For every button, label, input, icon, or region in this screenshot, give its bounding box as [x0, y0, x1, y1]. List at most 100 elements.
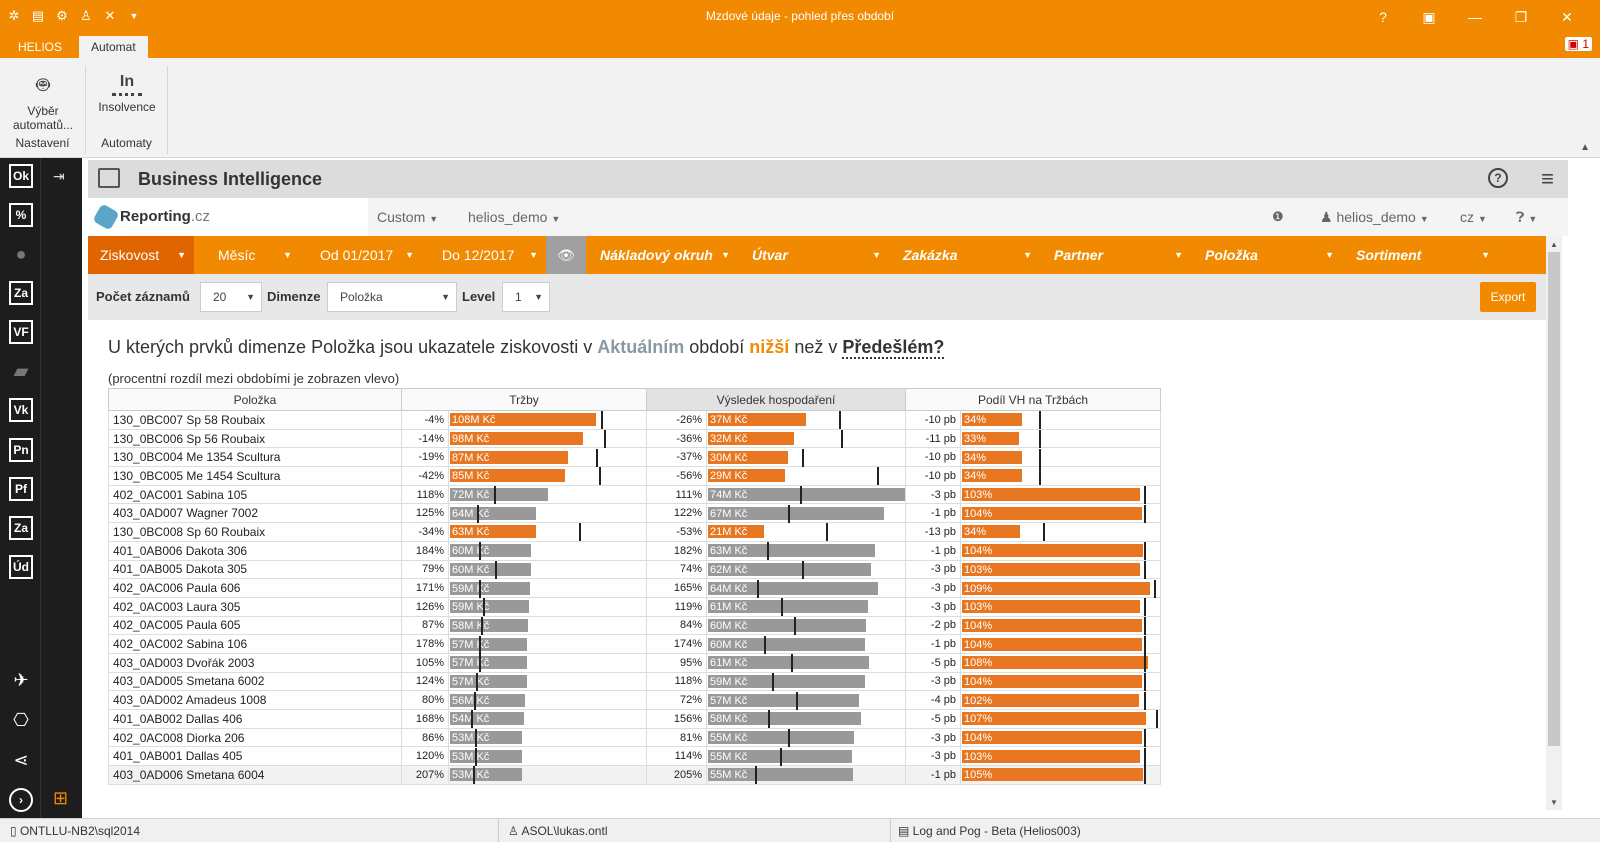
- dimenze-select[interactable]: Položka ▼: [327, 282, 457, 312]
- bar-label: 109%: [964, 582, 993, 595]
- dimension-sortiment[interactable]: Sortiment ▼: [1342, 236, 1498, 274]
- chevron-down-icon[interactable]: ▼: [129, 11, 139, 21]
- table-row[interactable]: 403_0AD002 Amadeus 1008 80% 56M Kč 72% 57M K…: [108, 690, 1161, 710]
- scroll-down-icon[interactable]: ▼: [1550, 798, 1558, 807]
- custom-dropdown[interactable]: Custom ▼: [377, 209, 439, 225]
- dimension-nakladovy-okruh[interactable]: Nákladový okruh ▼: [586, 236, 738, 274]
- row-change-pct: -10 pb: [905, 466, 961, 486]
- scroll-up-icon[interactable]: ▲: [1550, 240, 1558, 249]
- gear-icon[interactable]: ⚙: [56, 8, 68, 23]
- previous-period-marker: [764, 635, 766, 654]
- plane-icon[interactable]: ✈: [13, 670, 29, 690]
- dimension-partner[interactable]: Partner ▼: [1040, 236, 1191, 274]
- sidebar-item-pn[interactable]: Pn: [9, 438, 33, 462]
- reporting-logo[interactable]: Reporting.cz: [88, 198, 368, 236]
- table-row[interactable]: 401_0AB005 Dakota 305 79% 60M Kč 74% 62M Kč -…: [108, 559, 1161, 580]
- predeslem-link[interactable]: Předešlém?: [842, 337, 945, 359]
- row-bar-cell: 32M Kč: [706, 428, 906, 449]
- document-icon[interactable]: ▤: [31, 8, 45, 23]
- table-row[interactable]: 403_0AD005 Smetana 6002 124% 57M Kč 118% 59M…: [108, 671, 1161, 692]
- table-row[interactable]: 403_0AD007 Wagner 7002 125% 64M Kč 122% 67M …: [108, 503, 1161, 524]
- sidebar-item-percent[interactable]: %: [9, 203, 33, 227]
- header-polozka[interactable]: Položka: [108, 388, 402, 411]
- row-name: 130_0BC007 Sp 58 Roubaix: [108, 410, 402, 430]
- table-row[interactable]: 402_0AC008 Diorka 206 86% 53M Kč 81% 55M Kč -…: [108, 727, 1161, 748]
- table-row[interactable]: 402_0AC002 Sabina 106 178% 57M Kč 174% 60M K…: [108, 634, 1161, 654]
- expand-icon[interactable]: ›: [9, 788, 33, 812]
- dimension-polozka[interactable]: Položka ▼: [1191, 236, 1342, 274]
- user-dropdown[interactable]: ♟ helios_demo ▼: [1320, 209, 1429, 225]
- language-dropdown[interactable]: cz ▼: [1460, 209, 1487, 225]
- header-trzby[interactable]: Tržby: [401, 388, 647, 411]
- ziskovost-dropdown[interactable]: Ziskovost ▼: [88, 236, 194, 274]
- user-icon[interactable]: ♙: [80, 8, 92, 23]
- workflow-icon[interactable]: ⎔: [13, 710, 29, 730]
- grid-icon[interactable]: ⊞: [53, 788, 69, 808]
- table-row[interactable]: 402_0AC001 Sabina 105 118% 72M Kč 111% 74M K…: [108, 484, 1161, 505]
- sidebar-item-vf[interactable]: VF: [9, 320, 33, 344]
- dimension-zakazka[interactable]: Zakázka ▼: [889, 236, 1040, 274]
- od-dropdown[interactable]: Od 01/2017 ▼: [300, 236, 422, 274]
- insolvence-button[interactable]: In Insolvence: [90, 70, 164, 114]
- table-row[interactable]: 401_0AB002 Dallas 406 168% 54M Kč 156% 58M K…: [108, 709, 1161, 729]
- sidebar-item-ud[interactable]: Úd: [9, 555, 33, 579]
- bar-label: 60M Kč: [452, 563, 490, 576]
- person-icon[interactable]: ●: [15, 244, 27, 264]
- vyber-automatu-button[interactable]: 🤖︎ Výběr automatů...: [12, 72, 74, 132]
- export-button[interactable]: Export: [1480, 282, 1536, 312]
- table-row[interactable]: 403_0AD006 Smetana 6004 207% 53M Kč 205% 55M…: [108, 765, 1161, 785]
- header-vh[interactable]: Výsledek hospodaření: [646, 388, 906, 411]
- do-dropdown[interactable]: Do 12/2017 ▼: [422, 236, 546, 274]
- restore-button[interactable]: ❐: [1514, 9, 1528, 25]
- help-icon[interactable]: ?: [1379, 9, 1387, 25]
- bar-label: 29M Kč: [710, 470, 748, 483]
- minimize-button[interactable]: —: [1468, 9, 1482, 25]
- caret-icon: ▼: [177, 250, 186, 260]
- table-row[interactable]: 402_0AC003 Laura 305 126% 59M Kč 119% 61M Kč…: [108, 596, 1161, 617]
- sidebar-item-za[interactable]: Za: [9, 281, 33, 305]
- account-dropdown[interactable]: helios_demo ▼: [468, 209, 561, 225]
- sidebar-item-vk[interactable]: Vk: [9, 398, 33, 422]
- table-row[interactable]: 130_0BC006 Sp 56 Roubaix -14% 98M Kč -36% 32…: [108, 428, 1161, 449]
- value-bar: 108%: [962, 656, 1148, 670]
- eye-icon[interactable]: 👁︎: [546, 236, 586, 274]
- table-row[interactable]: 130_0BC007 Sp 58 Roubaix -4% 108M Kč -26% 37…: [108, 410, 1161, 430]
- hamburger-menu-icon[interactable]: ≡: [1541, 166, 1554, 191]
- dimension-utvar[interactable]: Útvar ▼: [738, 236, 889, 274]
- table-row[interactable]: 130_0BC008 Sp 60 Roubaix -34% 63M Kč -53% 21…: [108, 522, 1161, 542]
- mesic-dropdown[interactable]: Měsíc ▼: [194, 236, 300, 274]
- sidebar-item-za-2[interactable]: Za: [9, 516, 33, 540]
- help-dropdown[interactable]: ❓︎ ▼: [1516, 209, 1537, 226]
- table-row[interactable]: 401_0AB006 Dakota 306 184% 60M Kč 182% 63M K…: [108, 540, 1161, 561]
- pin-icon[interactable]: ▣: [1422, 9, 1436, 25]
- row-name: 403_0AD002 Amadeus 1008: [108, 690, 402, 710]
- share-icon[interactable]: ⋖: [13, 750, 29, 770]
- level-select[interactable]: 1 ▼: [502, 282, 550, 312]
- exit-icon[interactable]: ⇥: [53, 168, 65, 184]
- collapse-ribbon-icon[interactable]: ▲: [1580, 142, 1590, 153]
- previous-period-marker: [788, 504, 790, 523]
- sidebar-item-ok[interactable]: Ok: [9, 164, 33, 188]
- help-icon[interactable]: ?: [1488, 168, 1508, 188]
- table-row[interactable]: 402_0AC006 Paula 606 171% 59M Kč 165% 64M Kč…: [108, 578, 1161, 598]
- row-change-pct: -53%: [646, 522, 707, 542]
- table-row[interactable]: 401_0AB001 Dallas 405 120% 53M Kč 114% 55M K…: [108, 746, 1161, 767]
- sidebar-item-pf[interactable]: Pf: [9, 477, 33, 501]
- table-row[interactable]: 402_0AC005 Paula 605 87% 58M Kč 84% 60M Kč -2…: [108, 615, 1161, 636]
- pocet-select[interactable]: 20 ▼: [200, 282, 262, 312]
- header-podil[interactable]: Podíl VH na Tržbách: [905, 388, 1161, 411]
- value-bar: 108M Kč: [450, 413, 596, 427]
- table-row[interactable]: 403_0AD003 Dvořák 2003 105% 57M Kč 95% 61M K…: [108, 652, 1161, 673]
- value-bar: 104%: [962, 544, 1143, 558]
- tab-automat[interactable]: Automat: [79, 36, 148, 58]
- sun-icon[interactable]: ✲: [8, 8, 20, 23]
- tab-helios[interactable]: HELIOS: [18, 40, 63, 54]
- scrollbar-thumb[interactable]: [1548, 252, 1560, 746]
- info-icon[interactable]: ❶: [1272, 209, 1284, 224]
- table-row[interactable]: 130_0BC004 Me 1354 Scultura -19% 87M Kč -37…: [108, 447, 1161, 468]
- table-row[interactable]: 130_0BC005 Me 1454 Scultura -42% 85M Kč -56…: [108, 466, 1161, 486]
- book-icon[interactable]: ▰: [14, 361, 28, 381]
- close-button[interactable]: ✕: [1561, 9, 1573, 25]
- tools-icon[interactable]: ✕: [104, 8, 116, 23]
- notification-badge[interactable]: ▣ 1: [1564, 37, 1592, 51]
